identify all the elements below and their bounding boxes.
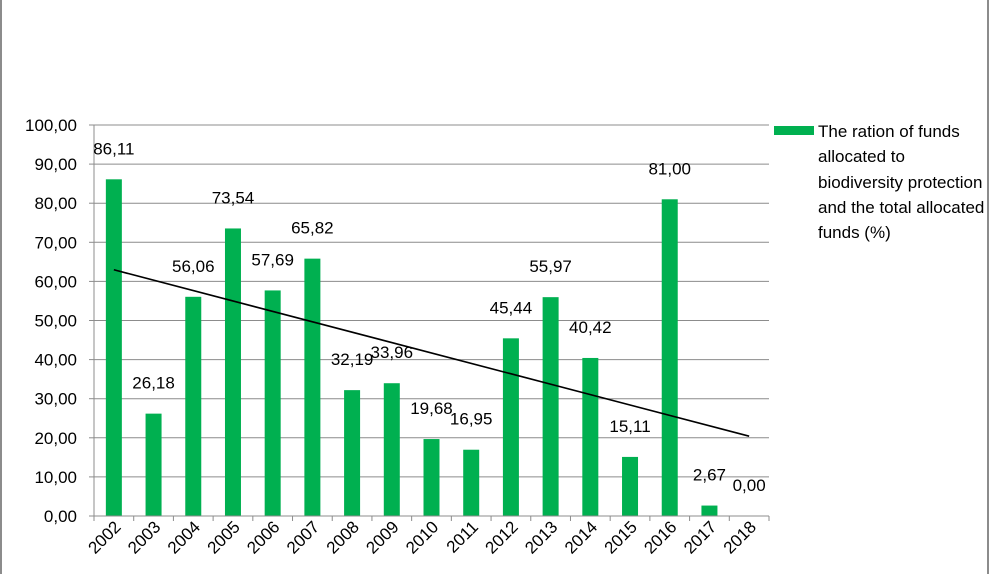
bar	[145, 413, 162, 516]
data-label: 73,54	[212, 188, 255, 207]
bar	[502, 338, 519, 516]
data-label: 40,42	[569, 318, 612, 337]
data-label: 15,11	[609, 417, 650, 436]
data-label: 56,06	[172, 257, 215, 276]
x-tick-label: 2012	[482, 517, 522, 557]
data-label: 55,97	[529, 257, 572, 276]
y-tick-label: 20,00	[34, 429, 77, 448]
data-label: 19,68	[410, 399, 453, 418]
y-tick-label: 100,00	[25, 116, 77, 135]
data-labels: 86,11 26,18 56,06 73,54 57,69 65,82 32,1933,96…	[93, 139, 765, 495]
bar	[661, 199, 678, 517]
data-label: 32,19	[331, 350, 374, 369]
y-tick-label: 40,00	[34, 351, 77, 370]
y-tick-label: 90,00	[34, 155, 77, 174]
y-tick-label: 30,00	[34, 390, 77, 409]
gridlines	[94, 124, 769, 478]
legend-swatch	[774, 126, 814, 135]
bar	[582, 357, 599, 516]
x-tick-label: 2004	[164, 517, 204, 557]
bar	[423, 439, 440, 516]
x-tick-label: 2016	[640, 517, 680, 557]
x-tick-label: 2003	[124, 517, 164, 557]
x-tick-label: 2002	[84, 517, 124, 557]
data-label: 0,00	[733, 476, 766, 495]
y-tick-label: 0,00	[44, 507, 77, 526]
data-label: 65,82	[291, 219, 334, 238]
data-label: 2,67	[693, 466, 726, 485]
x-tick-label: 2015	[601, 517, 641, 557]
trendline	[113, 269, 750, 437]
legend-label: The ration of funds allocated to biodive…	[818, 122, 985, 243]
y-tick-label: 80,00	[34, 194, 77, 213]
x-tick-label: 2009	[362, 517, 402, 557]
x-axis	[93, 125, 770, 521]
x-tick-label: 2007	[283, 517, 323, 557]
bar	[304, 258, 321, 516]
x-tick-label: 2011	[443, 517, 482, 556]
x-tick-label: 2008	[323, 517, 363, 557]
bar	[264, 290, 281, 516]
bar	[185, 296, 202, 516]
x-tick-label: 2014	[561, 517, 601, 557]
y-tick-label: 50,00	[34, 312, 77, 331]
data-label: 33,96	[371, 343, 414, 362]
bars	[105, 179, 718, 517]
bar	[344, 390, 361, 516]
x-tick-label: 2010	[402, 517, 442, 557]
y-tick-label: 70,00	[34, 233, 77, 252]
x-tick-label: 2006	[243, 517, 283, 557]
bar	[463, 449, 480, 516]
y-axis-ticks: 0,00 10,00 20,00 30,00 40,00 50,00 60,00 70,00 8…	[25, 116, 94, 526]
bar	[105, 179, 122, 516]
data-label: 26,18	[132, 374, 175, 393]
y-tick-label: 10,00	[34, 468, 77, 487]
data-label: 45,44	[490, 298, 533, 317]
x-tick-label: 2013	[521, 517, 561, 557]
x-axis-ticks: 2002 2003 2004 2005 2006 2007 2008 2009 2010 2011…	[84, 517, 759, 557]
y-tick-label: 60,00	[34, 272, 77, 291]
x-tick-label: 2017	[680, 517, 720, 557]
bar	[701, 505, 718, 516]
x-tick-label: 2018	[720, 517, 760, 557]
bar	[622, 456, 639, 516]
x-tick-label: 2005	[204, 517, 244, 557]
bar	[542, 297, 559, 516]
data-label: 81,00	[648, 159, 691, 178]
data-label: 86,11	[93, 139, 134, 158]
bar	[224, 228, 241, 516]
data-label: 16,95	[450, 410, 493, 429]
bar	[383, 383, 400, 516]
data-label: 57,69	[251, 250, 294, 269]
